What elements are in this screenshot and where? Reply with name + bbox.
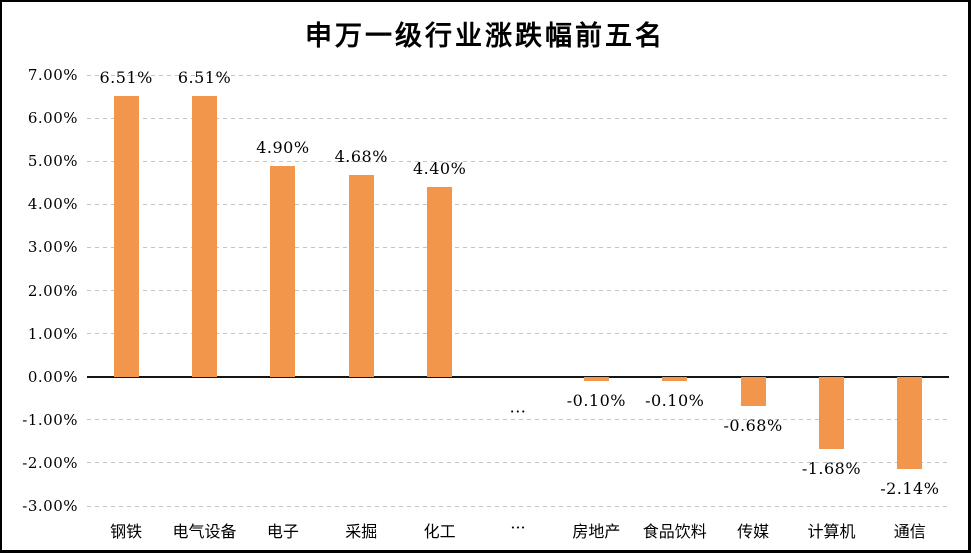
y-axis-tick-label: 0.00% [27,367,78,386]
bar [740,376,766,406]
bar [897,376,923,469]
data-label: -0.10% [566,391,626,410]
data-label: -0.68% [723,416,783,435]
bar [113,96,139,377]
x-axis-category-label: 化工 [423,522,456,541]
data-label: ··· [509,401,527,421]
y-axis-tick-label: -3.00% [22,497,78,515]
x-axis-category-label: 采掘 [345,522,378,541]
gridline [87,419,949,421]
data-label: -1.68% [801,459,862,479]
x-axis-category-label: 钢铁 [110,522,143,541]
gridline [87,117,949,119]
gridline [87,333,949,335]
bar [583,376,609,381]
x-axis-category-label: 电气设备 [172,522,237,541]
bar [192,96,218,377]
gridline [87,246,949,248]
x-axis-category-label: 通信 [893,522,926,541]
gridline [87,290,949,291]
y-axis-tick-label: 1.00% [27,324,78,343]
bar [662,376,688,381]
data-label: 6.51% [99,68,153,88]
x-axis-category-label: 房地产 [572,522,621,541]
gridline [87,462,949,464]
bar [270,165,296,377]
gridline [87,203,949,205]
gridline [87,505,949,507]
x-axis-category-label: 食品饮料 [642,522,707,541]
bar [818,376,844,450]
gridline [87,160,949,162]
y-axis-tick-label: 3.00% [27,238,78,257]
data-label: -2.14% [880,478,940,498]
x-axis-line [87,375,949,378]
bar [427,187,453,377]
y-axis-tick-label: 7.00% [27,66,78,84]
data-label: 4.40% [412,159,467,179]
chart-title: 申万一级行业涨跌幅前五名 [305,21,665,52]
y-axis-tick-label: -1.00% [22,410,78,429]
y-axis-tick-label: -2.00% [22,453,78,472]
x-axis-category-label: 电子 [266,522,299,541]
y-axis-tick-label: 6.00% [27,109,78,128]
x-axis-category-label: 传媒 [737,522,770,541]
data-label: 4.68% [334,146,388,166]
data-label: 6.51% [177,68,232,88]
y-axis-tick-label: 4.00% [27,195,78,214]
data-label: 4.90% [256,137,310,157]
data-label: -0.10% [645,391,705,410]
y-axis-tick-label: 2.00% [27,281,78,300]
gridline [87,74,949,76]
x-axis-category-label: ··· [510,518,526,537]
y-axis-tick-label: 5.00% [27,152,78,171]
bar [348,174,374,377]
x-axis-category-label: 计算机 [807,522,856,541]
